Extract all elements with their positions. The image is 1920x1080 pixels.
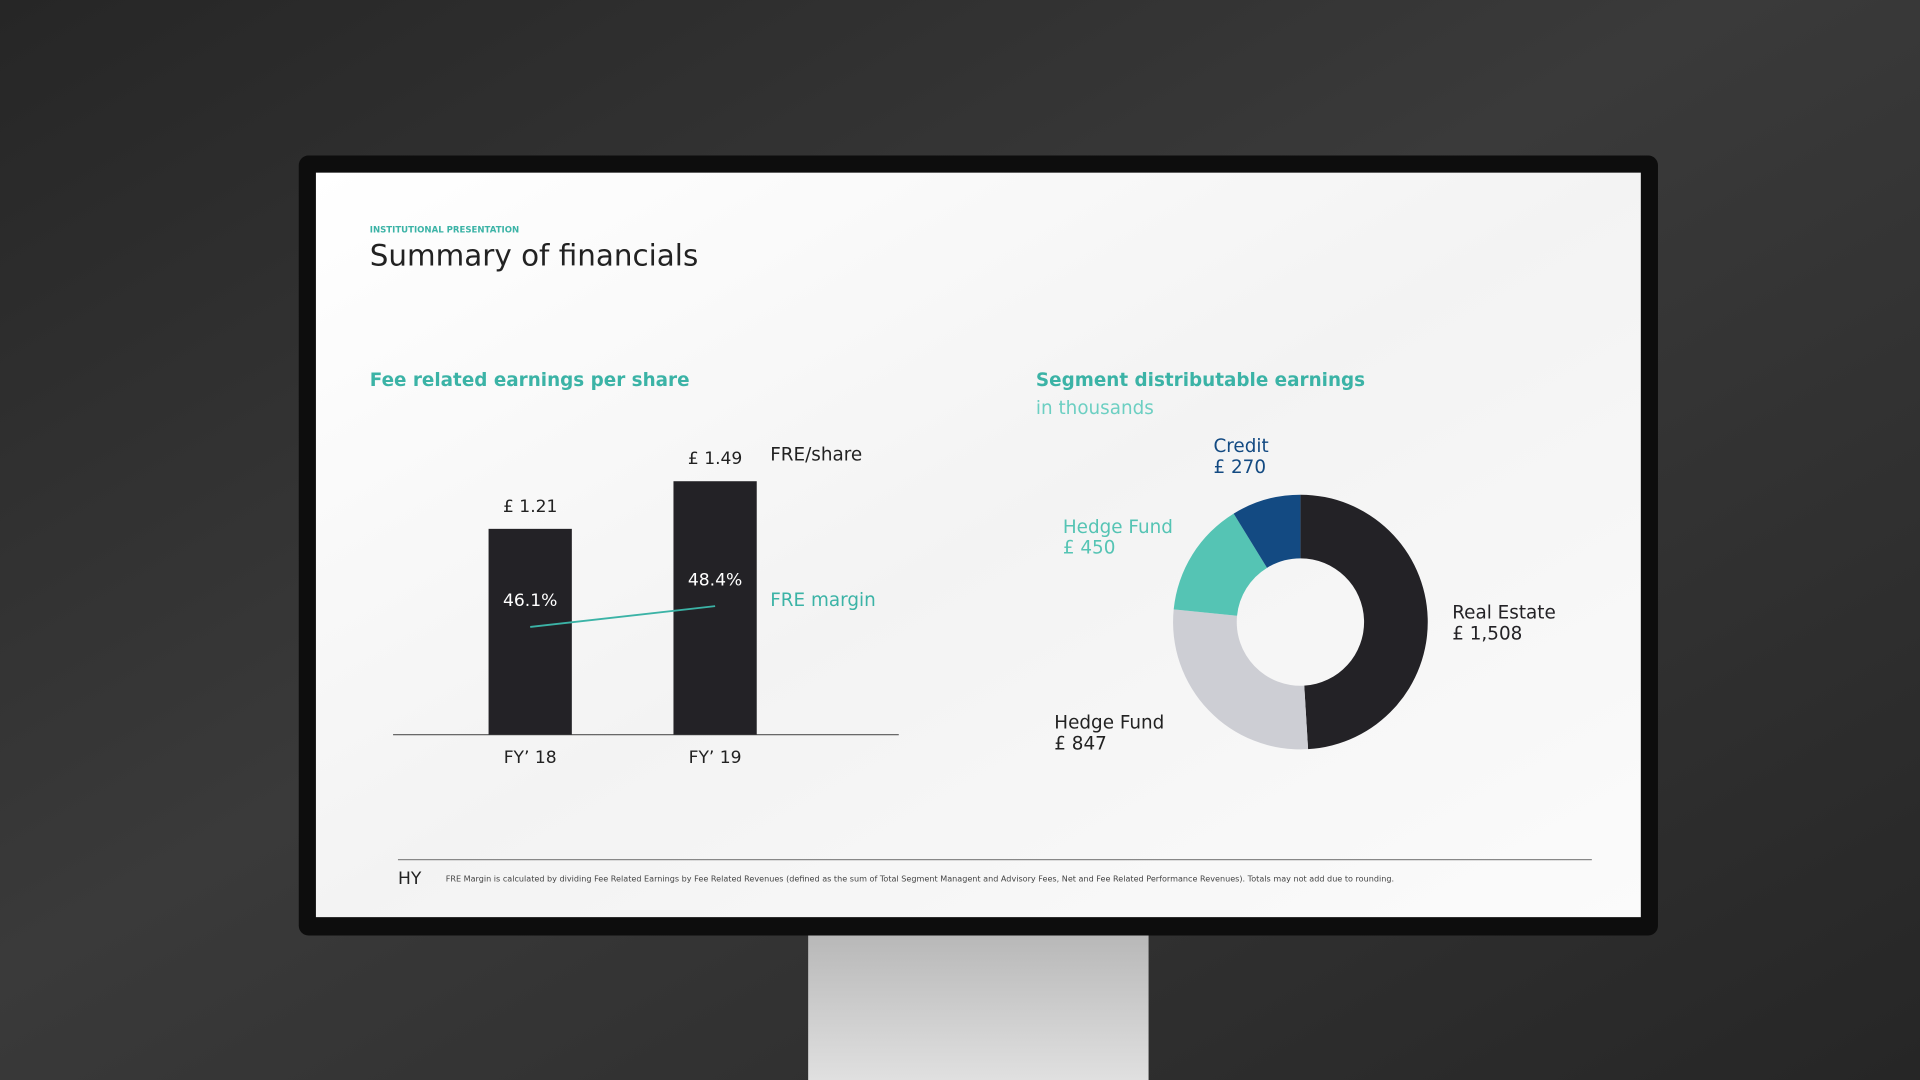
x-tick-label: FY’ 19 <box>689 748 742 768</box>
segment-name: Hedge Fund <box>1054 713 1164 734</box>
kicker: INSTITUTIONAL PRESENTATION <box>370 226 519 236</box>
bar <box>488 528 572 735</box>
donut-segment <box>1173 609 1309 750</box>
margin-line <box>530 605 716 628</box>
legend-entry: FRE/share <box>770 445 862 466</box>
segment-name: Hedge Fund <box>1063 517 1173 538</box>
value-label: £ 1.49 <box>688 449 742 469</box>
logo: HY <box>398 869 422 889</box>
margin-label: 46.1% <box>503 591 557 611</box>
margin-label: 48.4% <box>688 570 742 590</box>
footnote: FRE Margin is calculated by dividing Fee… <box>446 874 1394 884</box>
segment-name: Credit <box>1213 436 1268 457</box>
donut-segment <box>1173 513 1268 616</box>
bar <box>673 481 757 735</box>
slide-title: Summary of financials <box>370 239 698 273</box>
donut-segment <box>1233 494 1301 568</box>
segment-value: £ 450 <box>1063 538 1116 559</box>
segment-value: £ 1,508 <box>1452 623 1522 644</box>
value-label: £ 1.21 <box>503 497 557 517</box>
legend-entry: FRE margin <box>770 590 876 611</box>
chart-title: Segment distributable earnings <box>1036 370 1365 391</box>
donut-segment <box>1300 494 1428 750</box>
x-tick-label: FY’ 18 <box>504 748 557 768</box>
segment-value: £ 847 <box>1054 733 1107 754</box>
chart-subtitle: in thousands <box>1036 398 1154 419</box>
segment-value: £ 270 <box>1213 457 1266 478</box>
segment-name: Real Estate <box>1452 602 1556 623</box>
chart-title: Fee related earnings per share <box>370 370 690 391</box>
monitor-stand <box>808 935 1149 1080</box>
